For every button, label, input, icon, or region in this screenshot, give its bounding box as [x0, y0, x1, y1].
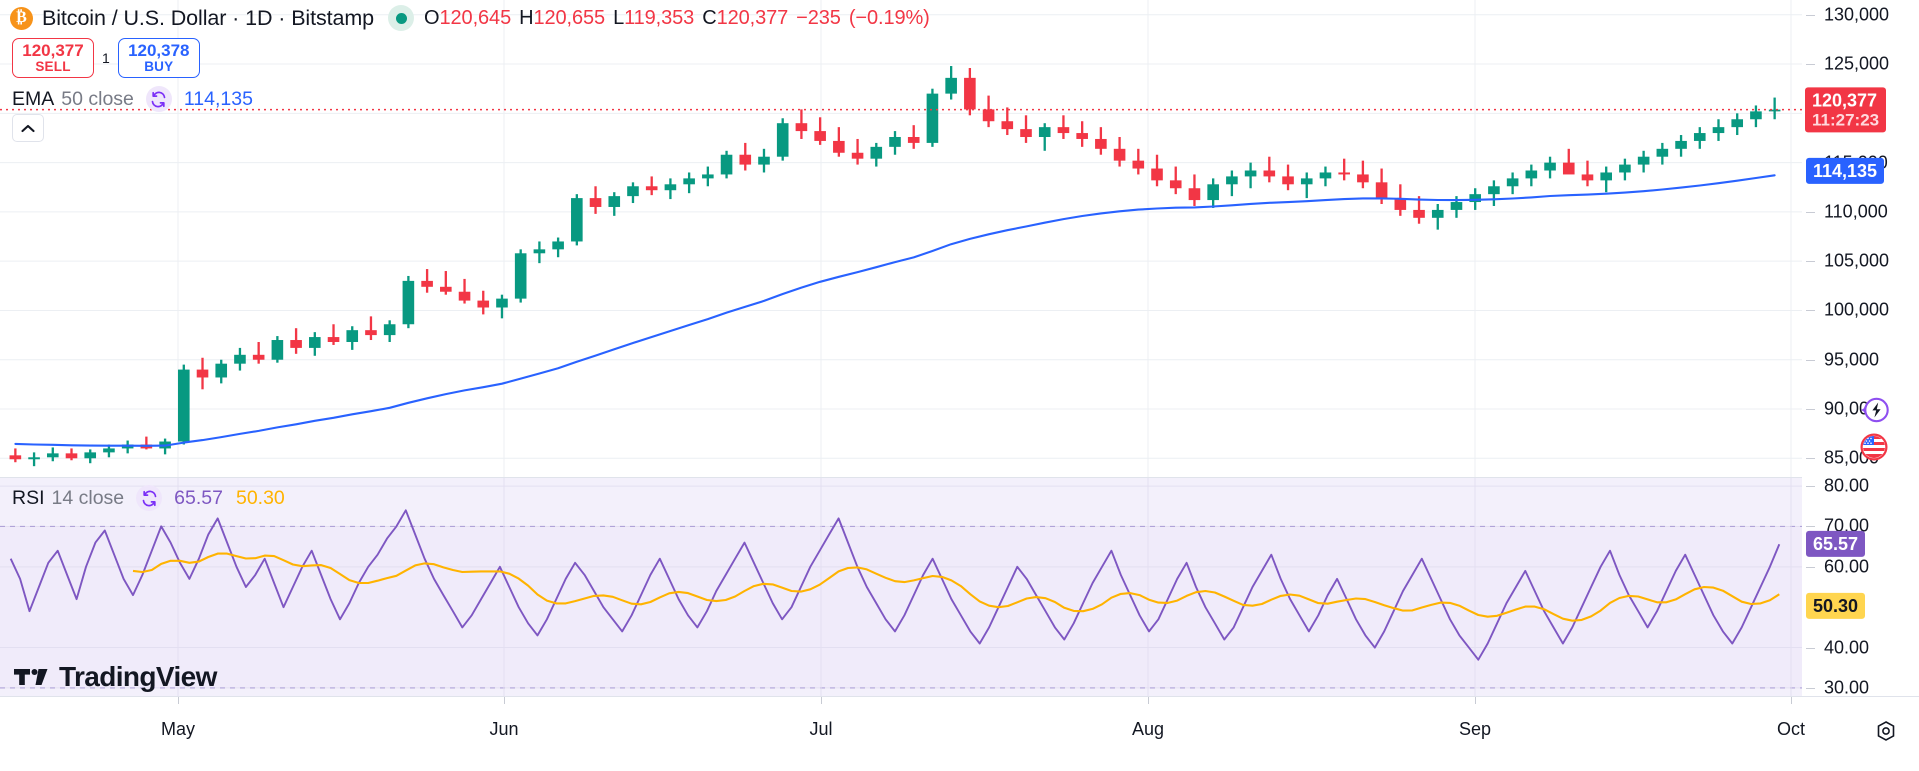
sync-icon[interactable]: [145, 86, 172, 112]
axis-tick-mark: [1806, 310, 1815, 312]
high-value: 120,655: [533, 6, 606, 29]
price-axis[interactable]: 130,000125,000115,000110,000105,000100,0…: [1802, 0, 1919, 698]
tradingview-watermark-text: TradingView: [59, 661, 217, 692]
axis-tick-mark: [1806, 409, 1815, 410]
axis-tick-mark: [1806, 687, 1815, 689]
collapse-pane-button[interactable]: [12, 114, 44, 142]
price-tick-100000: 100,000: [1824, 299, 1890, 320]
time-tick-mark: [821, 697, 822, 704]
rsi-legend-params: 14 close: [51, 486, 125, 509]
ema-legend-params: 50 close: [61, 87, 134, 110]
time-label-jun: Jun: [489, 719, 519, 739]
time-tick-mark: [504, 697, 505, 704]
sell-price: 120,377: [22, 40, 84, 60]
symbol-header: ₿ Bitcoin / U.S. Dollar · 1D · Bitstamp …: [0, 0, 930, 36]
rsi-legend[interactable]: RSI 14 close 65.57 50.30: [12, 485, 285, 511]
buy-label: BUY: [144, 58, 174, 74]
low-value: 119,353: [624, 6, 695, 29]
symbol-title[interactable]: Bitcoin / U.S. Dollar · 1D · Bitstamp: [42, 5, 375, 30]
axis-tick-mark: [1806, 261, 1815, 263]
sync-icon[interactable]: [136, 485, 163, 511]
time-tick-mark: [1148, 697, 1149, 704]
price-chart-pane[interactable]: [0, 0, 1802, 478]
time-label-oct: Oct: [1776, 719, 1806, 739]
rsi-value-badge[interactable]: 65.57: [1806, 531, 1866, 558]
axis-tick-mark: [1806, 458, 1815, 460]
time-label-aug: Aug: [1131, 719, 1165, 739]
time-label-may: May: [160, 719, 196, 739]
price-tick-110000: 110,000: [1824, 201, 1888, 222]
high-label: H: [519, 6, 534, 29]
price-tick-105000: 105,000: [1824, 250, 1890, 271]
chevron-up-icon: [21, 124, 35, 132]
rsi-pane[interactable]: [0, 478, 1802, 696]
time-tick-mark: [178, 697, 179, 704]
rsi-chart-canvas[interactable]: [0, 478, 1802, 696]
price-tick-125000: 125,000: [1824, 53, 1890, 74]
axis-tick-mark: [1806, 14, 1815, 16]
ema-legend-value: 114,135: [183, 87, 253, 110]
rsi-tick-80-00: 80.00: [1824, 475, 1870, 496]
market-open-dot-icon[interactable]: [388, 5, 415, 31]
axis-tick-mark: [1806, 211, 1815, 213]
change-percent: (−0.19%): [848, 6, 930, 29]
rsi-ma-value-badge[interactable]: 50.30: [1806, 592, 1866, 620]
rsi-legend-value: 65.57: [174, 486, 223, 509]
rsi-tick-40-00: 40.00: [1824, 637, 1870, 658]
close-value: 120,377: [716, 6, 789, 29]
price-tick-95000: 95,000: [1824, 349, 1880, 370]
axis-tick-mark: [1806, 647, 1815, 649]
price-tick-130000: 130,000: [1824, 4, 1890, 25]
time-label-jul: Jul: [809, 719, 833, 739]
trade-buttons: 120,377 SELL 1 120,378 BUY: [12, 38, 200, 78]
low-label: L: [613, 6, 625, 29]
pane-divider: [0, 477, 1919, 478]
buy-button[interactable]: 120,378 BUY: [117, 38, 200, 78]
time-tick-mark: [1475, 697, 1476, 704]
axis-tick-mark: [1806, 359, 1815, 361]
close-label: C: [702, 6, 717, 29]
ema-legend[interactable]: EMA 50 close 114,135: [12, 86, 253, 112]
order-quantity[interactable]: 1: [102, 50, 110, 66]
open-value: 120,645: [439, 6, 512, 29]
rsi-tick-60-00: 60.00: [1824, 556, 1870, 577]
axis-tick-mark: [1806, 64, 1815, 66]
clock-settings-icon[interactable]: [1871, 716, 1901, 746]
sell-label: SELL: [35, 58, 71, 74]
us-flag-icon[interactable]: [1857, 430, 1891, 464]
sell-button[interactable]: 120,377 SELL: [12, 38, 94, 78]
time-tick-mark: [1791, 697, 1792, 704]
open-label: O: [424, 6, 440, 29]
rsi-ma-legend-value: 50.30: [235, 486, 285, 509]
change-value: −235: [796, 6, 841, 29]
axis-tick-mark: [1806, 566, 1815, 568]
axis-tick-mark: [1806, 486, 1815, 488]
ohlc-values: O120,645 H120,655 L119,353 C120,377 −235 (−0.…: [424, 7, 930, 30]
buy-price: 120,378: [128, 40, 190, 60]
axis-tick-mark: [1806, 526, 1815, 528]
tradingview-logo-icon: [14, 669, 48, 685]
time-axis[interactable]: May Jun Jul Aug Sep Oct: [0, 696, 1919, 771]
tradingview-watermark: TradingView: [14, 661, 217, 693]
time-label-sep: Sep: [1458, 719, 1492, 739]
last-price-badge[interactable]: 120,377 11:27:23: [1805, 87, 1887, 133]
rsi-tick-30-00: 30.00: [1824, 677, 1870, 698]
ema-value-badge[interactable]: 114,135: [1806, 158, 1885, 185]
bitcoin-icon: ₿: [10, 6, 33, 30]
lightning-alert-icon[interactable]: [1857, 393, 1891, 427]
rsi-legend-name: RSI: [12, 486, 45, 509]
ema-legend-name: EMA: [12, 87, 55, 110]
rsi-tick-70-00: 70.00: [1824, 515, 1870, 536]
price-chart-canvas[interactable]: [0, 0, 1802, 478]
